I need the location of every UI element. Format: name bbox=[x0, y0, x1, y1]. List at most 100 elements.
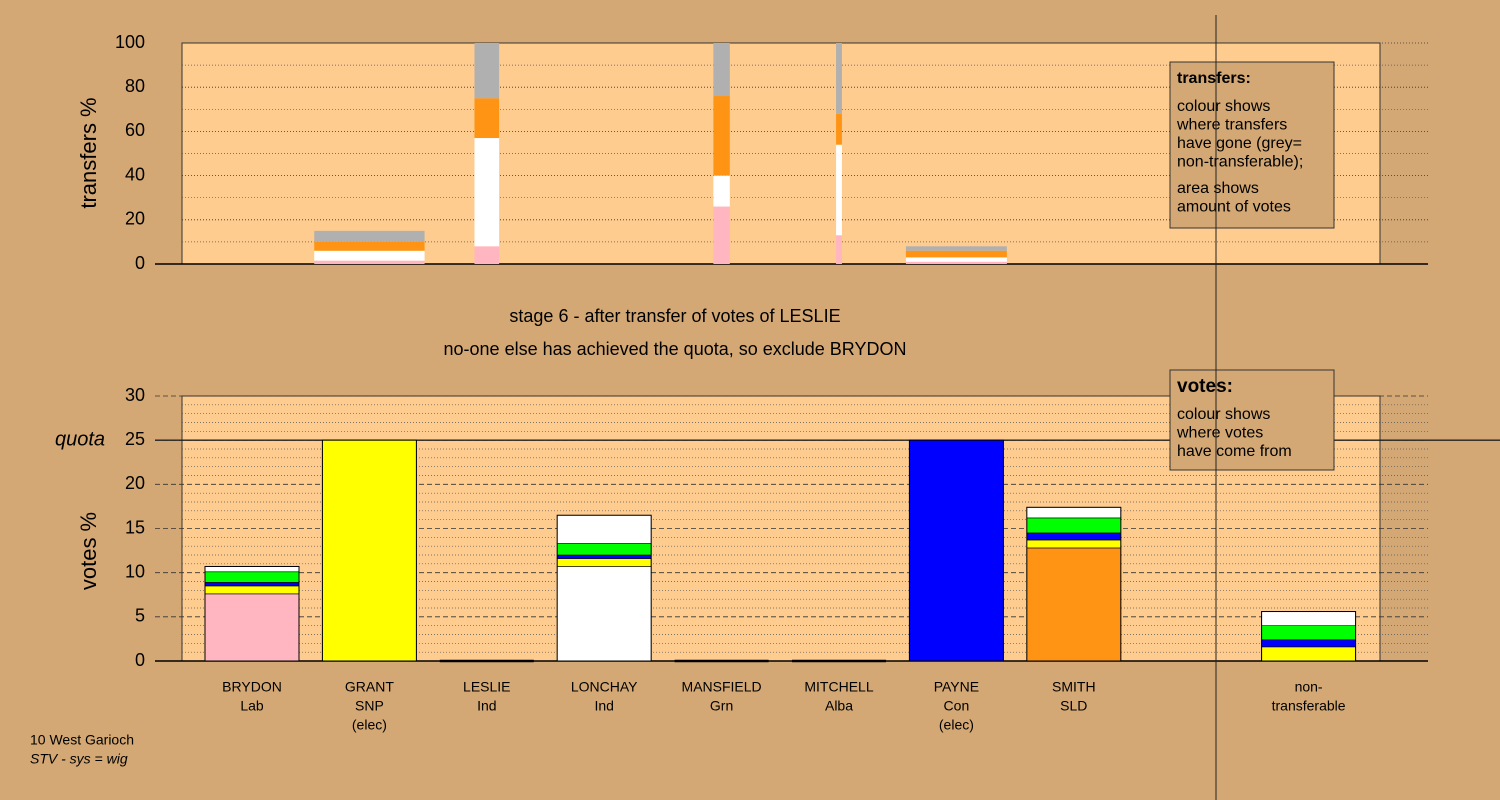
vote-segment bbox=[1261, 625, 1356, 641]
legend-title: votes: bbox=[1177, 376, 1233, 397]
x-tick-label: PAYNE bbox=[934, 679, 979, 695]
x-tick-label: Lab bbox=[240, 698, 264, 714]
vote-segment bbox=[204, 566, 300, 573]
y-tick-label: 0 bbox=[135, 253, 145, 273]
transfer-segment bbox=[474, 246, 500, 264]
x-tick-label: Ind bbox=[477, 698, 496, 714]
x-tick-label: (elec) bbox=[939, 717, 974, 733]
y-tick-label: 25 bbox=[125, 429, 145, 449]
transfer-segment bbox=[713, 206, 730, 264]
vote-segment bbox=[1261, 611, 1356, 626]
vote-segment bbox=[1261, 646, 1356, 662]
legend-box bbox=[1169, 369, 1335, 471]
legend-box bbox=[1169, 61, 1335, 229]
legend-line: have gone (grey= bbox=[1177, 135, 1302, 152]
transfer-segment bbox=[836, 235, 842, 264]
legend-line: have come from bbox=[1177, 443, 1292, 460]
transfer-segment bbox=[474, 43, 500, 99]
footer-system: STV - sys = wig bbox=[30, 751, 128, 767]
x-tick-label: GRANT bbox=[345, 679, 394, 695]
legend-line: where transfers bbox=[1176, 117, 1287, 134]
x-tick-label: SMITH bbox=[1052, 679, 1096, 695]
transfer-segment bbox=[905, 246, 1007, 251]
legend-line: area shows bbox=[1177, 180, 1259, 197]
y-tick-label: 20 bbox=[125, 473, 145, 493]
y-tick-label: 20 bbox=[125, 209, 145, 229]
footer-area: 10 West Garioch bbox=[30, 732, 134, 748]
bar-outline bbox=[1261, 611, 1357, 662]
bar-outline bbox=[321, 439, 417, 662]
vote-segment bbox=[1026, 517, 1122, 534]
y-tick-label: 5 bbox=[135, 606, 145, 626]
transfer-segment bbox=[905, 261, 1007, 264]
transfer-segment bbox=[836, 43, 842, 114]
legend-line: non-transferable); bbox=[1177, 154, 1303, 171]
vote-segment bbox=[556, 554, 652, 559]
transfer-segment bbox=[713, 96, 730, 176]
transfer-segment bbox=[713, 43, 730, 97]
y-tick-label: 80 bbox=[125, 76, 145, 96]
y-tick-label: 10 bbox=[125, 561, 145, 581]
transfer-segment bbox=[314, 250, 425, 261]
transfer-segment bbox=[713, 175, 730, 207]
x-tick-label: Ind bbox=[594, 698, 613, 714]
transfer-segment bbox=[836, 144, 842, 236]
y-axis-label: votes % bbox=[76, 512, 101, 590]
legend-title: transfers: bbox=[1177, 70, 1251, 87]
x-tick-label: (elec) bbox=[352, 717, 387, 733]
y-tick-label: 0 bbox=[135, 650, 145, 670]
vote-segment bbox=[204, 585, 300, 595]
vote-segment bbox=[1026, 539, 1122, 549]
transfer-segment bbox=[836, 113, 842, 145]
vote-segment bbox=[909, 439, 1004, 662]
vote-segment bbox=[1261, 639, 1356, 648]
y-tick-label: 30 bbox=[125, 385, 145, 405]
x-tick-label: MITCHELL bbox=[804, 679, 873, 695]
y-tick-label: 15 bbox=[125, 517, 145, 537]
vote-segment bbox=[204, 593, 300, 662]
vote-segment bbox=[1026, 532, 1122, 541]
y-tick-label: 100 bbox=[115, 32, 145, 52]
y-tick-label: 40 bbox=[125, 164, 145, 184]
transfer-segment bbox=[474, 138, 500, 247]
vote-segment bbox=[556, 558, 652, 567]
x-tick-label: Con bbox=[944, 698, 970, 714]
vote-segment bbox=[204, 571, 300, 583]
vote-segment bbox=[556, 566, 652, 662]
bar-outline bbox=[1026, 506, 1122, 662]
x-tick-label: LONCHAY bbox=[571, 679, 638, 695]
stage-line: stage 6 - after transfer of votes of LES… bbox=[509, 306, 840, 326]
vote-segment bbox=[322, 439, 417, 662]
x-tick-label: MANSFIELD bbox=[682, 679, 762, 695]
legend-line: colour shows bbox=[1177, 98, 1270, 115]
vote-segment bbox=[1026, 506, 1122, 519]
x-tick-label: Grn bbox=[710, 698, 733, 714]
transfer-segment bbox=[474, 98, 500, 139]
vote-segment bbox=[204, 582, 300, 587]
transfer-segment bbox=[314, 260, 425, 264]
x-tick-label: LESLIE bbox=[463, 679, 510, 695]
x-tick-label: BRYDON bbox=[222, 679, 282, 695]
vote-segment bbox=[556, 514, 652, 544]
x-tick-label: SLD bbox=[1060, 698, 1087, 714]
y-tick-label: 60 bbox=[125, 120, 145, 140]
x-tick-label: SNP bbox=[355, 698, 384, 714]
x-tick-label: non- bbox=[1295, 679, 1323, 695]
y-axis-label: transfers % bbox=[76, 97, 101, 208]
x-tick-label: Alba bbox=[825, 698, 853, 714]
legend-line: amount of votes bbox=[1177, 199, 1291, 216]
transfer-segment bbox=[314, 241, 425, 251]
x-tick-label: transferable bbox=[1272, 698, 1346, 714]
transfer-segment bbox=[905, 257, 1007, 262]
vote-segment bbox=[556, 543, 652, 556]
bar-outline bbox=[908, 439, 1004, 662]
bar-outline bbox=[204, 565, 300, 662]
transfer-segment bbox=[314, 230, 425, 242]
bar-outline bbox=[556, 514, 652, 662]
quota-label: quota bbox=[55, 428, 105, 450]
transfer-segment bbox=[905, 250, 1007, 258]
legend-line: where votes bbox=[1176, 425, 1263, 442]
vote-segment bbox=[1026, 547, 1122, 662]
